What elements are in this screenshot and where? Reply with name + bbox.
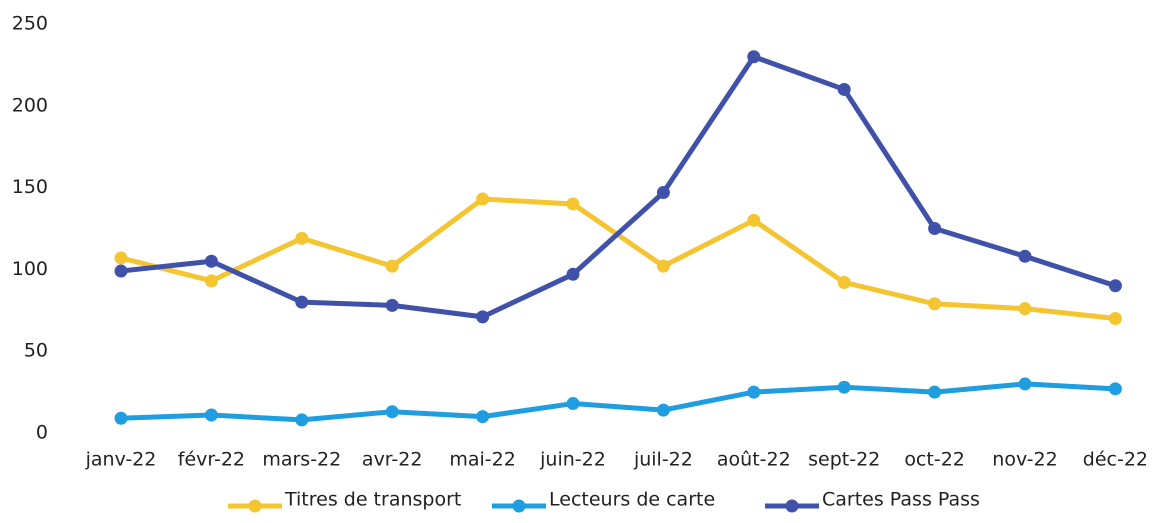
y-tick-label: 200 [12,94,48,116]
legend-marker [785,499,799,513]
point [566,197,580,211]
point [114,411,128,425]
x-tick-label: mars-22 [262,449,341,471]
point [476,192,490,206]
y-tick-label: 250 [12,13,48,35]
point [566,267,580,281]
point [385,259,399,273]
point [747,213,761,227]
point [295,231,309,245]
point [295,413,309,427]
point [656,403,670,417]
series-line [120,196,1116,321]
x-tick-label: mai-22 [449,449,515,471]
x-tick-label: oct-22 [904,449,965,471]
point [837,82,851,96]
series-line [120,54,1117,320]
x-tick-label: nov-22 [992,449,1057,471]
point [204,254,218,268]
x-tick-label: juin-22 [539,449,606,471]
point [1108,311,1122,325]
x-tick-label: juil-22 [633,449,693,471]
point [1018,249,1032,263]
point [928,297,942,311]
x-tick-label: déc-22 [1083,449,1148,471]
point [656,259,670,273]
x-tick-label: févr-22 [178,449,245,471]
legend-label: Cartes Pass Pass [822,489,980,511]
y-tick-label: 150 [12,176,48,198]
point [747,385,761,399]
point [1108,382,1122,396]
x-tick-label: sept-22 [808,449,880,471]
point [837,380,851,394]
point [114,264,128,278]
point [837,275,851,289]
point [566,397,580,411]
x-tick-label: janv-22 [85,449,157,471]
point [385,298,399,312]
x-tick-label: avr-22 [362,449,423,471]
legend-label: Lecteurs de carte [549,489,715,511]
point [928,222,942,235]
legend-marker [512,499,526,513]
point [204,408,218,422]
point [476,410,490,424]
series-line [120,381,1116,423]
legend-label: Titres de transport [284,489,461,511]
point [204,274,218,288]
x-tick-label: août-22 [717,449,791,471]
point [747,50,761,64]
point [656,186,670,200]
point [1018,377,1032,391]
point [1108,279,1122,293]
legend-marker [248,499,262,513]
point [295,295,309,309]
y-tick-label: 100 [12,258,48,280]
y-tick-label: 0 [36,422,48,444]
y-tick-label: 50 [24,340,48,362]
point [476,310,490,324]
point [1018,302,1032,316]
point [385,405,399,419]
point [928,385,942,399]
point [114,251,128,265]
